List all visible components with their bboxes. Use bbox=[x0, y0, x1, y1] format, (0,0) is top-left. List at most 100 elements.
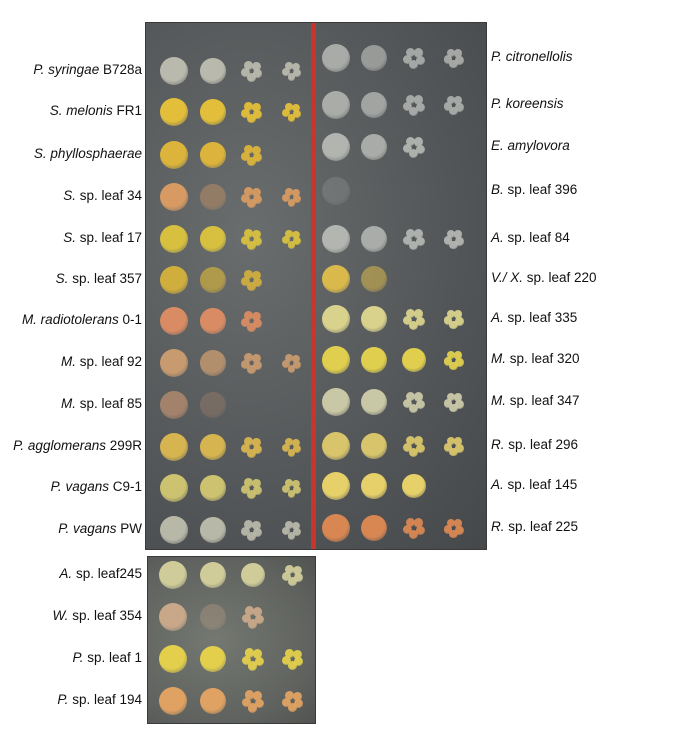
colony-spot bbox=[251, 520, 261, 530]
colony-spot bbox=[240, 562, 266, 588]
strain-label: M. sp. leaf 85 bbox=[2, 396, 142, 412]
colony-spot bbox=[285, 188, 293, 197]
colony-spot bbox=[322, 432, 350, 460]
colony-spot bbox=[200, 99, 226, 125]
colony-spot bbox=[200, 434, 226, 460]
colony-spot bbox=[241, 109, 251, 118]
colony-spot bbox=[247, 531, 256, 541]
strain-genus: S. melonis bbox=[49, 103, 113, 118]
colony-spot bbox=[443, 55, 453, 64]
colony-spot bbox=[285, 521, 293, 530]
colony-spot bbox=[244, 648, 255, 658]
strain-designation: B728a bbox=[99, 62, 142, 77]
colony-spot bbox=[241, 444, 251, 453]
colony-spot bbox=[282, 236, 291, 245]
colony-spot bbox=[291, 188, 300, 197]
colony-spot bbox=[244, 520, 254, 529]
colony-spot bbox=[160, 141, 188, 169]
strain-label: S. sp. leaf 17 bbox=[2, 230, 142, 246]
strain-genus: V./ X. bbox=[491, 270, 524, 285]
strain-designation: sp. leaf 84 bbox=[503, 230, 570, 245]
colony-spot bbox=[160, 98, 188, 126]
colony-spot bbox=[446, 95, 456, 104]
strain-designation: sp. leaf 34 bbox=[75, 188, 142, 203]
colony-spot bbox=[253, 195, 263, 204]
colony-spot bbox=[244, 61, 254, 70]
colony-spot bbox=[200, 142, 226, 168]
strain-label: S. sp. leaf 357 bbox=[2, 271, 142, 287]
colony-spot bbox=[251, 478, 261, 488]
colony-spot bbox=[251, 311, 261, 321]
strain-label: M. sp. leaf 92 bbox=[2, 354, 142, 370]
colony-spot bbox=[247, 72, 256, 82]
colony-spot bbox=[160, 516, 188, 544]
colony-spot bbox=[453, 310, 463, 319]
colony-spot bbox=[160, 57, 188, 85]
colony-spot bbox=[293, 486, 302, 495]
strain-genus: A. bbox=[491, 310, 504, 325]
colony-spot bbox=[282, 527, 291, 536]
colony-spot bbox=[403, 235, 413, 246]
colony-spot bbox=[253, 361, 263, 370]
colony-spot bbox=[282, 485, 291, 494]
colony-spot bbox=[455, 400, 464, 409]
colony-spot bbox=[200, 184, 226, 210]
colony-spot bbox=[159, 561, 187, 589]
colony-spot bbox=[199, 645, 227, 673]
colony-spot bbox=[244, 229, 254, 238]
colony-spot bbox=[408, 241, 418, 251]
colony-spot bbox=[241, 697, 252, 708]
colony-spot bbox=[251, 187, 261, 197]
colony-spot bbox=[247, 198, 256, 208]
strain-label: P. agglomerans 299R bbox=[2, 438, 142, 454]
colony-spot bbox=[291, 438, 300, 447]
colony-spot bbox=[247, 322, 256, 332]
colony-spot bbox=[408, 404, 418, 414]
colony-spot bbox=[293, 195, 302, 204]
colony-spot bbox=[247, 619, 258, 629]
colony-spot bbox=[285, 354, 293, 363]
colony-spot bbox=[453, 393, 463, 402]
colony-spot bbox=[244, 270, 254, 279]
colony-spot bbox=[254, 656, 264, 667]
colony-spot bbox=[361, 473, 387, 499]
colony-spot bbox=[160, 225, 188, 253]
strain-genus: P. koreensis bbox=[491, 96, 564, 111]
colony-spot bbox=[406, 136, 416, 146]
colony-spot bbox=[159, 687, 187, 715]
colony-spot bbox=[200, 517, 226, 543]
colony-spot bbox=[413, 229, 423, 239]
strain-designation: sp. leaf 92 bbox=[75, 354, 142, 369]
colony-spot bbox=[282, 68, 291, 77]
strain-label: V./ X. sp. leaf 220 bbox=[491, 270, 597, 286]
strain-genus: M. bbox=[60, 354, 76, 369]
strain-label: P. vagans PW bbox=[2, 521, 142, 537]
colony-spot bbox=[241, 360, 251, 369]
colony-spot bbox=[449, 447, 458, 457]
colony-spot bbox=[282, 194, 291, 203]
colony-spot bbox=[443, 236, 453, 245]
strain-genus: P. vagans bbox=[50, 479, 109, 494]
colony-spot bbox=[244, 145, 254, 154]
colony-spot bbox=[251, 102, 261, 112]
colony-spot bbox=[361, 306, 387, 332]
colony-spot bbox=[199, 561, 227, 589]
colony-spot bbox=[285, 479, 293, 488]
colony-spot bbox=[247, 156, 256, 166]
strain-genus: P. bbox=[72, 650, 84, 665]
colony-spot bbox=[285, 103, 293, 112]
colony-spot bbox=[403, 101, 413, 112]
colony-spot bbox=[446, 48, 456, 57]
colony-spot bbox=[322, 265, 350, 293]
colony-spot bbox=[253, 153, 263, 162]
colony-spot bbox=[253, 486, 263, 495]
strain-label: P. sp. leaf 1 bbox=[2, 650, 142, 666]
strain-designation: sp. leaf 396 bbox=[503, 182, 578, 197]
strain-designation: sp. leaf245 bbox=[72, 566, 142, 581]
colony-spot bbox=[291, 230, 300, 239]
colony-spot bbox=[288, 576, 297, 586]
strain-label: S. sp. leaf 34 bbox=[2, 188, 142, 204]
strain-label: S. melonis FR1 bbox=[2, 103, 142, 119]
colony-spot bbox=[449, 240, 458, 250]
colony-spot bbox=[251, 270, 261, 280]
